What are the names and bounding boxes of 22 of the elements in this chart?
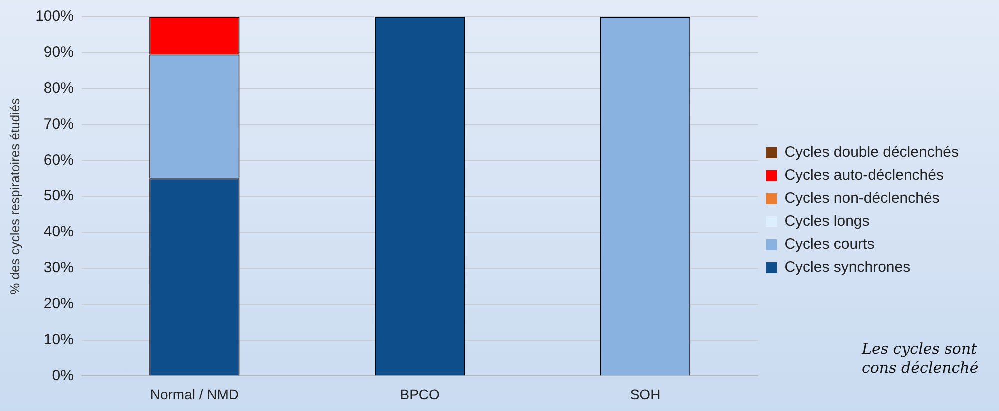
x-tick-label: BPCO	[400, 386, 440, 402]
y-tick-label: 70%	[44, 116, 74, 133]
y-tick-label: 50%	[44, 188, 74, 205]
y-tick-label: 60%	[44, 152, 74, 169]
y-tick-label: 100%	[36, 8, 74, 26]
legend-label: Cycles double déclenchés	[784, 144, 960, 162]
text: Les cycles sont cons déclenché	[862, 340, 980, 378]
legend-label: Cycles auto-déclenchés	[784, 167, 944, 184]
legend-label: Cycles longs	[784, 213, 870, 230]
y-tick-label: 30%	[44, 260, 74, 277]
y-axis-title: % des cycles respiratoires étudiés	[7, 98, 22, 295]
y-tick-label: 80%	[44, 80, 74, 97]
y-tick-label: 90%	[44, 44, 74, 62]
x-tick-label: SOH	[630, 386, 661, 402]
y-tick-label: 10%	[44, 331, 74, 348]
y-tick-label: 40%	[44, 224, 74, 241]
y-tick-label: 20%	[44, 296, 74, 312]
legend-label: Cycles courts	[784, 236, 875, 254]
legend-label: Cycles non-déclenchés	[784, 190, 940, 208]
legend-label: Cycles synchrones	[784, 259, 911, 276]
y-tick-label: 0%	[52, 367, 74, 384]
x-tick-label: Normal / NMD	[150, 386, 240, 402]
